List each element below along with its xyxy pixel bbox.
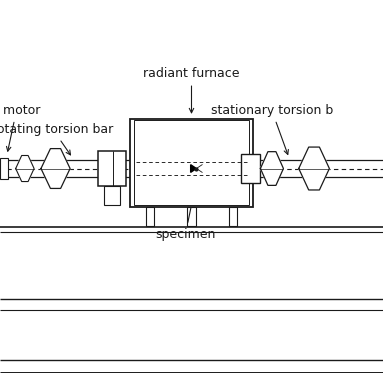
- Bar: [229, 207, 237, 226]
- Text: rotating torsion bar: rotating torsion bar: [0, 123, 114, 155]
- Bar: [134, 120, 249, 205]
- Bar: [0, 0, 383, 249]
- Bar: [0, 158, 8, 179]
- Text: stationary torsion b: stationary torsion b: [211, 104, 333, 154]
- Polygon shape: [41, 149, 70, 188]
- Bar: [130, 119, 253, 207]
- Polygon shape: [196, 165, 202, 172]
- Polygon shape: [16, 155, 34, 182]
- Bar: [187, 207, 196, 226]
- Text: radiant furnace: radiant furnace: [143, 67, 240, 113]
- Polygon shape: [299, 147, 329, 190]
- Bar: [241, 154, 260, 183]
- Text: c motor: c motor: [0, 104, 41, 151]
- Polygon shape: [260, 152, 283, 185]
- Bar: [146, 207, 154, 226]
- Text: specimen: specimen: [155, 185, 216, 241]
- Bar: [104, 186, 120, 205]
- Bar: [98, 151, 126, 186]
- Polygon shape: [191, 165, 196, 172]
